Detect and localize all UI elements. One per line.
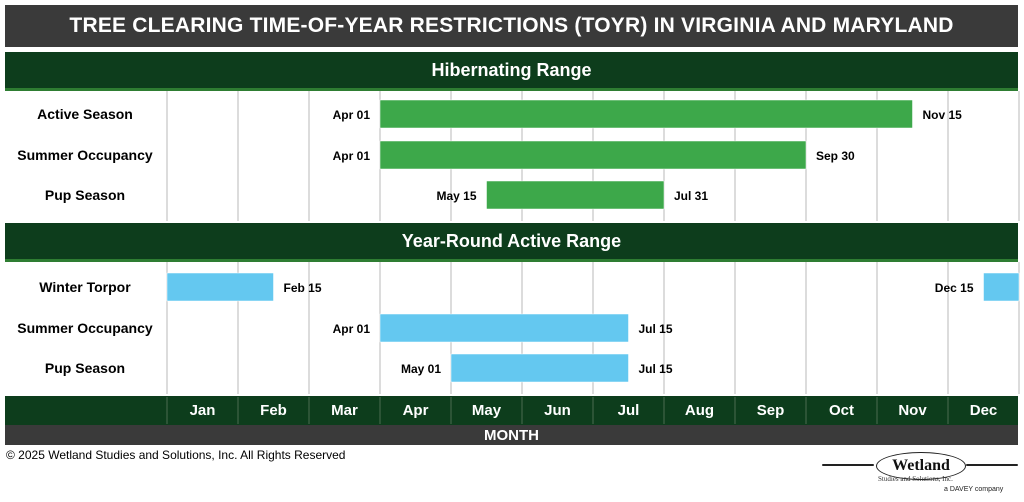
- axis-title: MONTH: [5, 425, 1018, 445]
- row-label: Winter Torpor: [39, 279, 131, 295]
- month-tick-label: Apr: [403, 402, 429, 419]
- range-bar: [379, 140, 807, 170]
- month-tick-label: Sep: [757, 402, 785, 419]
- chart-title: TREE CLEARING TIME-OF-YEAR RESTRICTIONS …: [5, 5, 1018, 47]
- range-bar: [450, 353, 629, 383]
- logo-swoosh: [966, 464, 1018, 466]
- range-bar: [486, 180, 665, 210]
- month-tick-label: Nov: [898, 402, 927, 419]
- date-label: Feb 15: [284, 281, 322, 295]
- month-tick-label: Dec: [970, 402, 998, 419]
- range-bar: [379, 99, 913, 129]
- month-tick-label: Jun: [544, 402, 571, 419]
- range-bar: [379, 313, 629, 343]
- row-label: Active Season: [37, 106, 133, 122]
- date-label: Nov 15: [923, 108, 963, 122]
- row-label: Summer Occupancy: [17, 320, 153, 336]
- month-tick-label: Jan: [190, 402, 216, 419]
- month-tick-label: Mar: [331, 402, 358, 419]
- date-label: Apr 01: [333, 108, 371, 122]
- month-tick-label: Oct: [829, 402, 854, 419]
- section-divider: [5, 259, 1018, 262]
- row-label: Pup Season: [45, 187, 125, 203]
- logo-wordmark: Wetland: [876, 452, 966, 480]
- date-label: May 01: [401, 362, 441, 376]
- month-axis-bar: [5, 396, 1018, 425]
- date-label: Jul 31: [674, 189, 708, 203]
- row-label: Pup Season: [45, 360, 125, 376]
- date-label: Dec 15: [935, 281, 974, 295]
- range-bar: [166, 272, 274, 302]
- month-tick-label: Feb: [260, 402, 287, 419]
- month-tick-label: May: [472, 402, 502, 419]
- logo-swoosh: [822, 464, 874, 466]
- logo-subtitle: Studies and Solutions, Inc.: [878, 475, 953, 483]
- logo-tagline: a DAVEY company: [944, 486, 1004, 493]
- range-bar: [983, 272, 1020, 302]
- date-label: Jul 15: [639, 362, 673, 376]
- date-label: Sep 30: [816, 149, 855, 163]
- section-divider: [5, 88, 1018, 91]
- row-label: Summer Occupancy: [17, 147, 153, 163]
- month-tick-label: Jul: [618, 402, 640, 419]
- date-label: May 15: [436, 189, 476, 203]
- company-logo: Wetland Studies and Solutions, Inc. a DA…: [822, 450, 1018, 498]
- copyright-text: © 2025 Wetland Studies and Solutions, In…: [6, 448, 346, 462]
- month-tick-label: Aug: [685, 402, 714, 419]
- section-header-year-round: Year-Round Active Range: [5, 223, 1018, 259]
- date-label: Jul 15: [639, 322, 673, 336]
- date-label: Apr 01: [333, 322, 371, 336]
- section-header-hibernating: Hibernating Range: [5, 52, 1018, 88]
- date-label: Apr 01: [333, 149, 371, 163]
